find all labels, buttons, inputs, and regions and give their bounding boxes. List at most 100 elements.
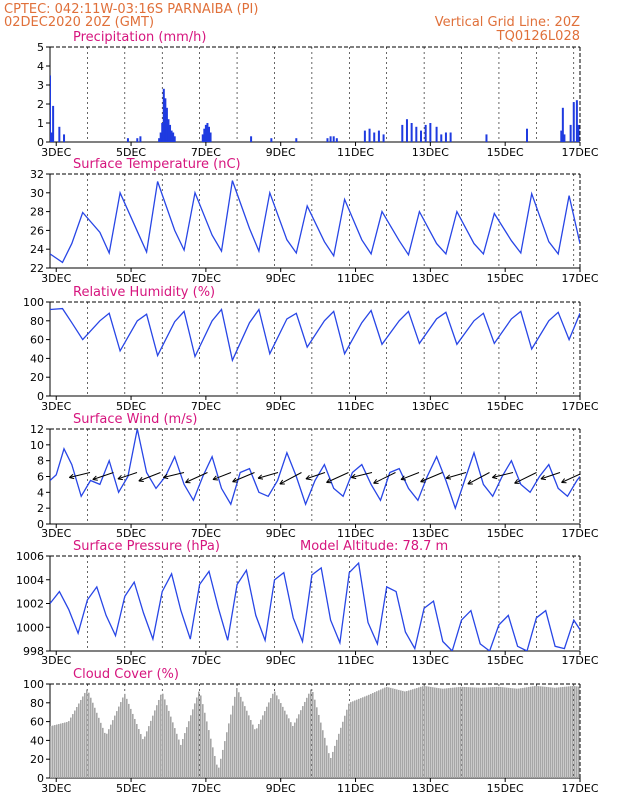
- cloud-bar: [454, 687, 456, 778]
- cloud-bar: [108, 729, 110, 778]
- y-tick-label: 40: [30, 734, 44, 747]
- cloud-bar: [478, 687, 480, 778]
- cloud-bar: [324, 737, 326, 778]
- x-tick-label: 15DEC: [487, 272, 524, 285]
- precip-bar: [429, 123, 432, 142]
- cloud-bar: [164, 699, 166, 778]
- precip-bar: [335, 138, 338, 142]
- x-tick-label: 11DEC: [337, 400, 374, 413]
- cloud-bar: [60, 723, 62, 778]
- cloud-bar: [338, 733, 340, 778]
- cloud-bar: [50, 726, 52, 778]
- y-tick-label: 26: [30, 224, 44, 237]
- y-tick-label: 60: [30, 716, 44, 729]
- y-tick-label: 22: [30, 262, 44, 275]
- precip-bar: [170, 130, 173, 142]
- precip-bar: [295, 138, 298, 142]
- wind-arrow: [351, 472, 373, 480]
- cloud-bar: [290, 722, 292, 778]
- cloud-bar: [358, 698, 360, 778]
- wind-arrow: [92, 472, 114, 481]
- cloud-bar: [244, 706, 246, 778]
- y-tick-label: 40: [30, 352, 44, 365]
- cloud-bar: [546, 686, 548, 778]
- wind-arrow: [279, 472, 302, 485]
- x-tick-label: 5DEC: [116, 400, 146, 413]
- x-tick-label: 15DEC: [487, 400, 524, 413]
- precip-bar: [444, 132, 447, 142]
- cloud-bar: [456, 687, 458, 778]
- cloud-bar: [202, 704, 204, 778]
- precip-bar: [139, 136, 142, 142]
- cloud-bar: [554, 687, 556, 778]
- wind-arrow: [420, 472, 443, 483]
- precip-bar: [52, 105, 55, 142]
- cloud-bar: [486, 687, 488, 778]
- cloud-bar: [284, 710, 286, 778]
- cloud-bar: [214, 755, 216, 778]
- panel-rh: 0 20 40 60 80 100 3DEC 5DEC 7DEC 9DEC 11DEC 13DEC 15…: [23, 285, 599, 413]
- x-tick-label: 11DEC: [337, 272, 374, 285]
- cloud-bar: [512, 688, 514, 778]
- x-tick-label: 17DEC: [561, 654, 598, 667]
- x-tick-label: 9DEC: [266, 146, 296, 159]
- series-wind: [50, 429, 580, 511]
- cloud-bar: [204, 712, 206, 778]
- cloud-bar: [326, 745, 328, 778]
- cloud-bar: [560, 687, 562, 778]
- cloud-bar: [306, 697, 308, 778]
- y-tick-label: 80: [30, 315, 44, 328]
- cloud-bar: [296, 718, 298, 778]
- wind-arrow: [212, 472, 232, 481]
- cloud-bar: [572, 685, 574, 778]
- cloud-bar: [578, 686, 580, 778]
- cloud-bar: [498, 686, 500, 778]
- y-tick-label: 0: [37, 390, 44, 403]
- precip-bar: [577, 124, 580, 142]
- x-tick-label: 5DEC: [116, 782, 146, 795]
- cloud-bar: [314, 699, 316, 778]
- cloud-bar: [522, 687, 524, 778]
- header-grid-line: Vertical Grid Line: 20Z: [435, 15, 580, 30]
- y-tick-label: 1000: [16, 621, 44, 634]
- cloud-bar: [250, 719, 252, 778]
- precip-bar: [206, 123, 209, 142]
- cloud-bar: [224, 741, 226, 778]
- precip-bar: [250, 136, 253, 142]
- cloud-bar: [76, 707, 78, 778]
- cloud-bar: [548, 687, 550, 778]
- cloud-bar: [520, 688, 522, 778]
- cloud-bar: [562, 686, 564, 778]
- cloud-bar: [470, 687, 472, 778]
- cloud-bar: [100, 722, 102, 778]
- cloud-bar: [96, 712, 98, 778]
- cloud-bar: [352, 701, 354, 778]
- cloud-bar: [118, 706, 120, 778]
- cloud-bar: [162, 693, 164, 778]
- precip-bar: [575, 100, 578, 142]
- wind-arrow: [117, 472, 138, 481]
- series-temp: [50, 180, 580, 264]
- precip-bar: [50, 75, 51, 142]
- cloud-bar: [418, 687, 420, 778]
- cloud-bar: [182, 738, 184, 778]
- x-tick-label: 5DEC: [116, 272, 146, 285]
- cloud-bar: [252, 724, 254, 778]
- cloud-bar: [462, 686, 464, 778]
- cloud-bar: [280, 703, 282, 778]
- header-station: CPTEC: 042:11W-03:16S PARNAIBA (PI): [4, 2, 258, 17]
- cloud-bar: [80, 699, 82, 778]
- cloud-bar: [158, 699, 160, 778]
- precip-bar: [560, 130, 563, 142]
- cloud-bar: [434, 687, 436, 778]
- cloud-bar: [488, 687, 490, 778]
- x-tick-label: 7DEC: [191, 654, 221, 667]
- cloud-bar: [482, 687, 484, 778]
- wind-arrow: [138, 472, 161, 482]
- cloud-bar: [420, 686, 422, 778]
- cloud-bar: [540, 686, 542, 778]
- cloud-bar: [138, 729, 140, 778]
- y-tick-label: 5: [37, 41, 44, 54]
- cloud-bar: [222, 749, 224, 778]
- precip-bar: [326, 138, 329, 142]
